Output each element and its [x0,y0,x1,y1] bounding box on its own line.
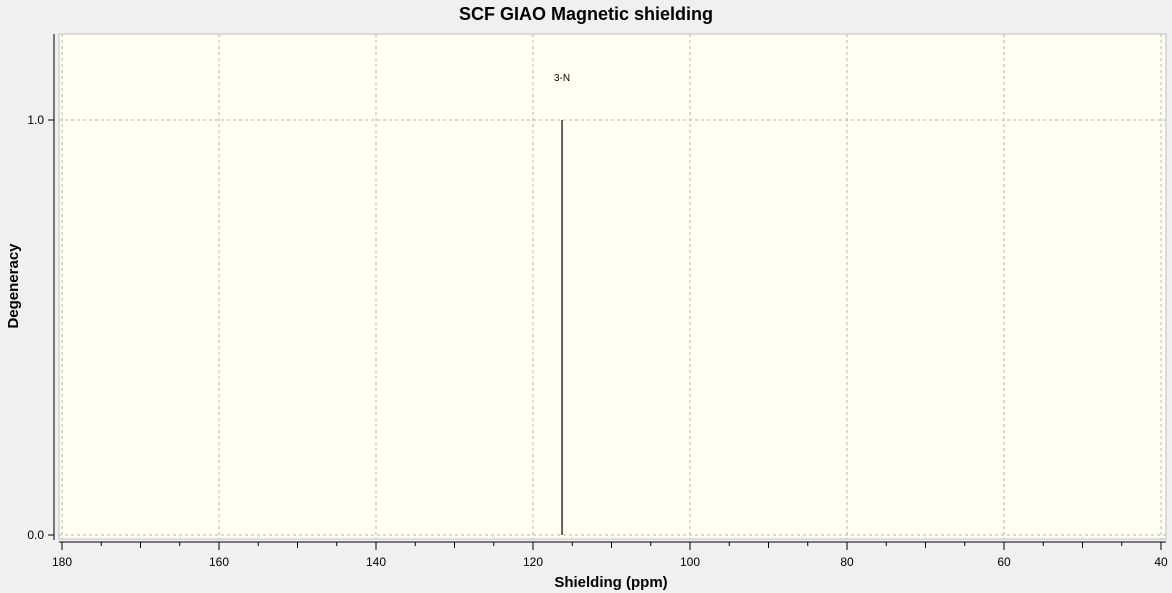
grid-layer [59,34,1166,539]
x-axis-title: Shielding (ppm) [554,574,667,591]
x-tick-label-7: 40 [1154,555,1168,569]
x-tick-label-3: 120 [523,555,543,569]
x-tick-label-2: 140 [366,555,386,569]
y-tick-label-0: 0.0 [27,528,44,542]
peak-layer: 3-N [554,73,570,535]
chart-title: SCF GIAO Magnetic shielding [458,4,714,24]
axis-layer: 180 160 140 120 100 80 60 40 0.0 1.0 [27,113,1168,569]
y-tick-label-1: 1.0 [27,113,44,127]
plot-area [58,33,1167,540]
x-tick-label-1: 160 [209,555,229,569]
y-axis-title: Degeneracy [5,243,22,329]
x-tick-label-5: 80 [840,555,854,569]
peak-label-0: 3-N [554,73,570,84]
x-tick-label-0: 180 [52,555,72,569]
x-tick-label-4: 100 [680,555,700,569]
x-tick-label-6: 60 [997,555,1011,569]
